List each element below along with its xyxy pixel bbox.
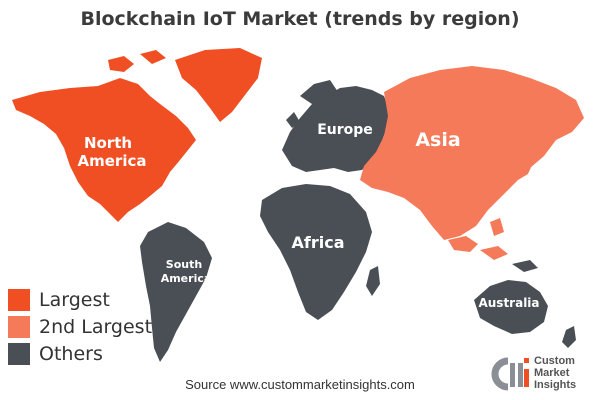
label-south-america-line1: South xyxy=(166,258,202,271)
region-australia xyxy=(474,280,548,334)
region-scandinavia xyxy=(286,80,338,128)
legend-item-second-largest: 2nd Largest xyxy=(8,313,152,340)
logo-text-line3: Insights xyxy=(534,379,577,391)
region-madagascar xyxy=(366,266,380,296)
region-north-america xyxy=(12,78,196,222)
label-europe: Europe xyxy=(317,122,373,138)
logo-text-line1: Custom xyxy=(534,355,575,367)
legend-swatch-second-largest xyxy=(8,315,30,338)
region-japan xyxy=(514,144,536,180)
label-australia: Australia xyxy=(478,296,539,310)
region-greenland xyxy=(175,48,262,122)
legend-label-second-largest: 2nd Largest xyxy=(39,315,153,338)
logo-wordmark: Custom Market Insights xyxy=(534,355,576,391)
region-asia xyxy=(360,66,584,240)
map-title: Blockchain IoT Market (trends by region) xyxy=(80,8,520,30)
label-asia: Asia xyxy=(415,129,460,151)
legend-swatch-others xyxy=(8,342,30,365)
legend-item-largest: Largest xyxy=(8,286,152,313)
cmi-logo-icon xyxy=(491,357,529,391)
label-africa: Africa xyxy=(292,233,345,252)
region-south-america xyxy=(140,222,212,362)
region-papua xyxy=(512,260,538,272)
label-south-america-line2: America xyxy=(161,272,212,285)
region-arctic-islands xyxy=(108,50,166,72)
legend-label-largest: Largest xyxy=(39,288,110,311)
label-north-america-line2: America xyxy=(78,152,147,170)
source-text: Source www.custommarketinsights.com xyxy=(185,377,415,392)
legend-label-others: Others xyxy=(39,342,103,365)
logo-text-line2: Market xyxy=(534,367,570,379)
region-africa xyxy=(260,184,372,320)
company-logo: Custom Market Insights xyxy=(490,353,600,397)
legend: Largest 2nd Largest Others xyxy=(8,286,152,367)
region-southeast-asia-islands xyxy=(448,218,508,260)
label-north-america-line1: North xyxy=(84,134,132,152)
legend-swatch-largest xyxy=(8,288,30,311)
legend-item-others: Others xyxy=(8,340,152,367)
region-new-zealand xyxy=(562,326,576,348)
region-europe xyxy=(282,86,390,172)
